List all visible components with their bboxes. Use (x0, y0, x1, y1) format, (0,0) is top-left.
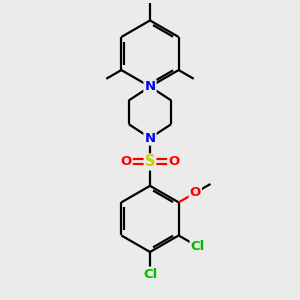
Text: S: S (145, 154, 155, 169)
Text: Cl: Cl (190, 240, 205, 253)
Text: Cl: Cl (143, 268, 157, 281)
Text: O: O (121, 155, 132, 168)
Text: O: O (190, 186, 201, 199)
Text: N: N (144, 132, 156, 145)
Text: N: N (144, 80, 156, 93)
Text: O: O (168, 155, 179, 168)
